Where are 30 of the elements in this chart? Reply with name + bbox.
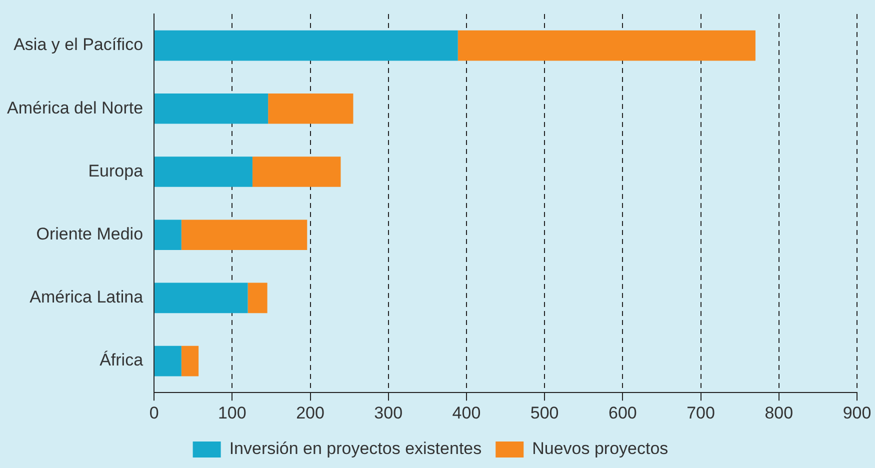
legend-label: Nuevos proyectos xyxy=(532,439,668,458)
legend-label: Inversión en proyectos existentes xyxy=(229,439,482,458)
y-tick-label: Asia y el Pacífico xyxy=(14,35,144,54)
y-tick-label: Oriente Medio xyxy=(36,224,144,244)
x-tick-label: 300 xyxy=(374,403,403,422)
bar xyxy=(154,94,268,124)
x-tick-label: 400 xyxy=(452,403,481,422)
bar xyxy=(181,220,308,250)
y-tick-label: África xyxy=(100,350,144,370)
x-tick-label: 800 xyxy=(764,403,794,422)
y-tick-label: América del Norte xyxy=(6,98,144,118)
x-tick-label: 200 xyxy=(296,403,324,422)
x-tick-label: 0 xyxy=(149,403,159,422)
x-tick-label: 700 xyxy=(686,403,715,422)
bar xyxy=(154,346,182,376)
bar xyxy=(268,94,354,124)
x-tick-label: 900 xyxy=(842,403,872,422)
y-tick-label: Europa xyxy=(88,161,144,180)
bar xyxy=(154,30,458,61)
bar xyxy=(154,156,252,187)
bar xyxy=(154,282,248,314)
bar xyxy=(252,156,341,187)
bar xyxy=(154,220,182,250)
x-tick-label: 500 xyxy=(530,403,559,422)
x-tick-label: 600 xyxy=(608,403,637,422)
x-tick-label: 100 xyxy=(218,403,246,422)
bar xyxy=(248,282,268,314)
y-tick-label: América Latina xyxy=(30,288,144,307)
bar xyxy=(458,30,756,61)
bar xyxy=(181,346,199,376)
